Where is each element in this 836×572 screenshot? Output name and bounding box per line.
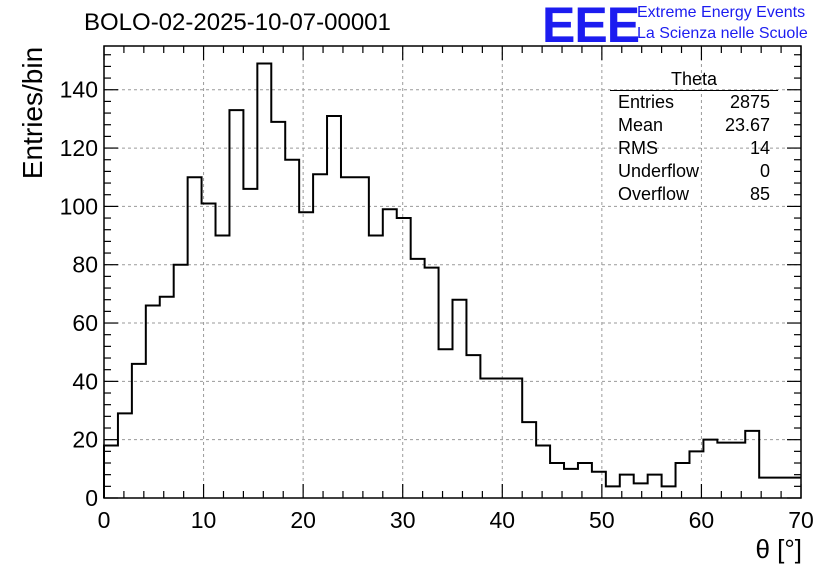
x-axis-label: θ [°] — [755, 534, 802, 564]
stat-row-underflow: Underflow 0 — [610, 160, 778, 183]
x-tick-label: 60 — [689, 507, 715, 533]
y-tick-label: 60 — [72, 310, 98, 336]
eee-logo: EEE — [542, 0, 640, 53]
x-tick-label: 0 — [98, 507, 111, 533]
y-tick-label: 0 — [85, 485, 98, 511]
y-axis-label: Entries/bin — [17, 46, 48, 180]
x-tick-label: 50 — [589, 507, 615, 533]
stat-value: 85 — [749, 184, 770, 204]
logo-line-2: La Scienza nelle Scuole — [637, 25, 808, 42]
chart-title: BOLO-02-2025-10-07-00001 — [84, 9, 391, 36]
stat-value: 2875 — [729, 92, 770, 112]
plot-frame — [103, 45, 802, 499]
x-tick-label: 30 — [390, 507, 416, 533]
axis-ticks — [103, 46, 802, 499]
stat-label: Mean — [618, 115, 664, 135]
x-tick-label: 20 — [290, 507, 316, 533]
stat-label: RMS — [618, 138, 658, 158]
histogram-step-line — [103, 62, 801, 498]
stat-value: 23.67 — [724, 115, 770, 135]
stat-label: Entries — [618, 92, 675, 112]
y-tick-label: 80 — [72, 252, 98, 278]
y-tick-label: 100 — [60, 193, 98, 219]
y-tick-label: 40 — [72, 368, 98, 394]
stat-label: Underflow — [618, 161, 700, 181]
stat-row-entries: Entries 2875 — [610, 91, 778, 114]
stats-box: Theta Entries 2875 Mean 23.67 RMS 14 Und… — [610, 69, 778, 206]
stat-row-overflow: Overflow 85 — [610, 183, 778, 206]
y-tick-label: 120 — [60, 135, 98, 161]
x-tick-label: 10 — [191, 507, 217, 533]
stat-value: 14 — [749, 138, 770, 158]
stat-row-mean: Mean 23.67 — [610, 114, 778, 137]
y-tick-label: 20 — [72, 427, 98, 453]
stat-value: 0 — [759, 161, 770, 181]
stat-label: Overflow — [618, 184, 690, 204]
stat-row-rms: RMS 14 — [610, 137, 778, 160]
stats-title: Theta — [610, 69, 778, 91]
x-tick-label: 40 — [489, 507, 515, 533]
y-tick-label: 140 — [60, 77, 98, 103]
x-tick-label: 70 — [788, 507, 814, 533]
logo-line-1: Extreme Energy Events — [637, 4, 806, 21]
